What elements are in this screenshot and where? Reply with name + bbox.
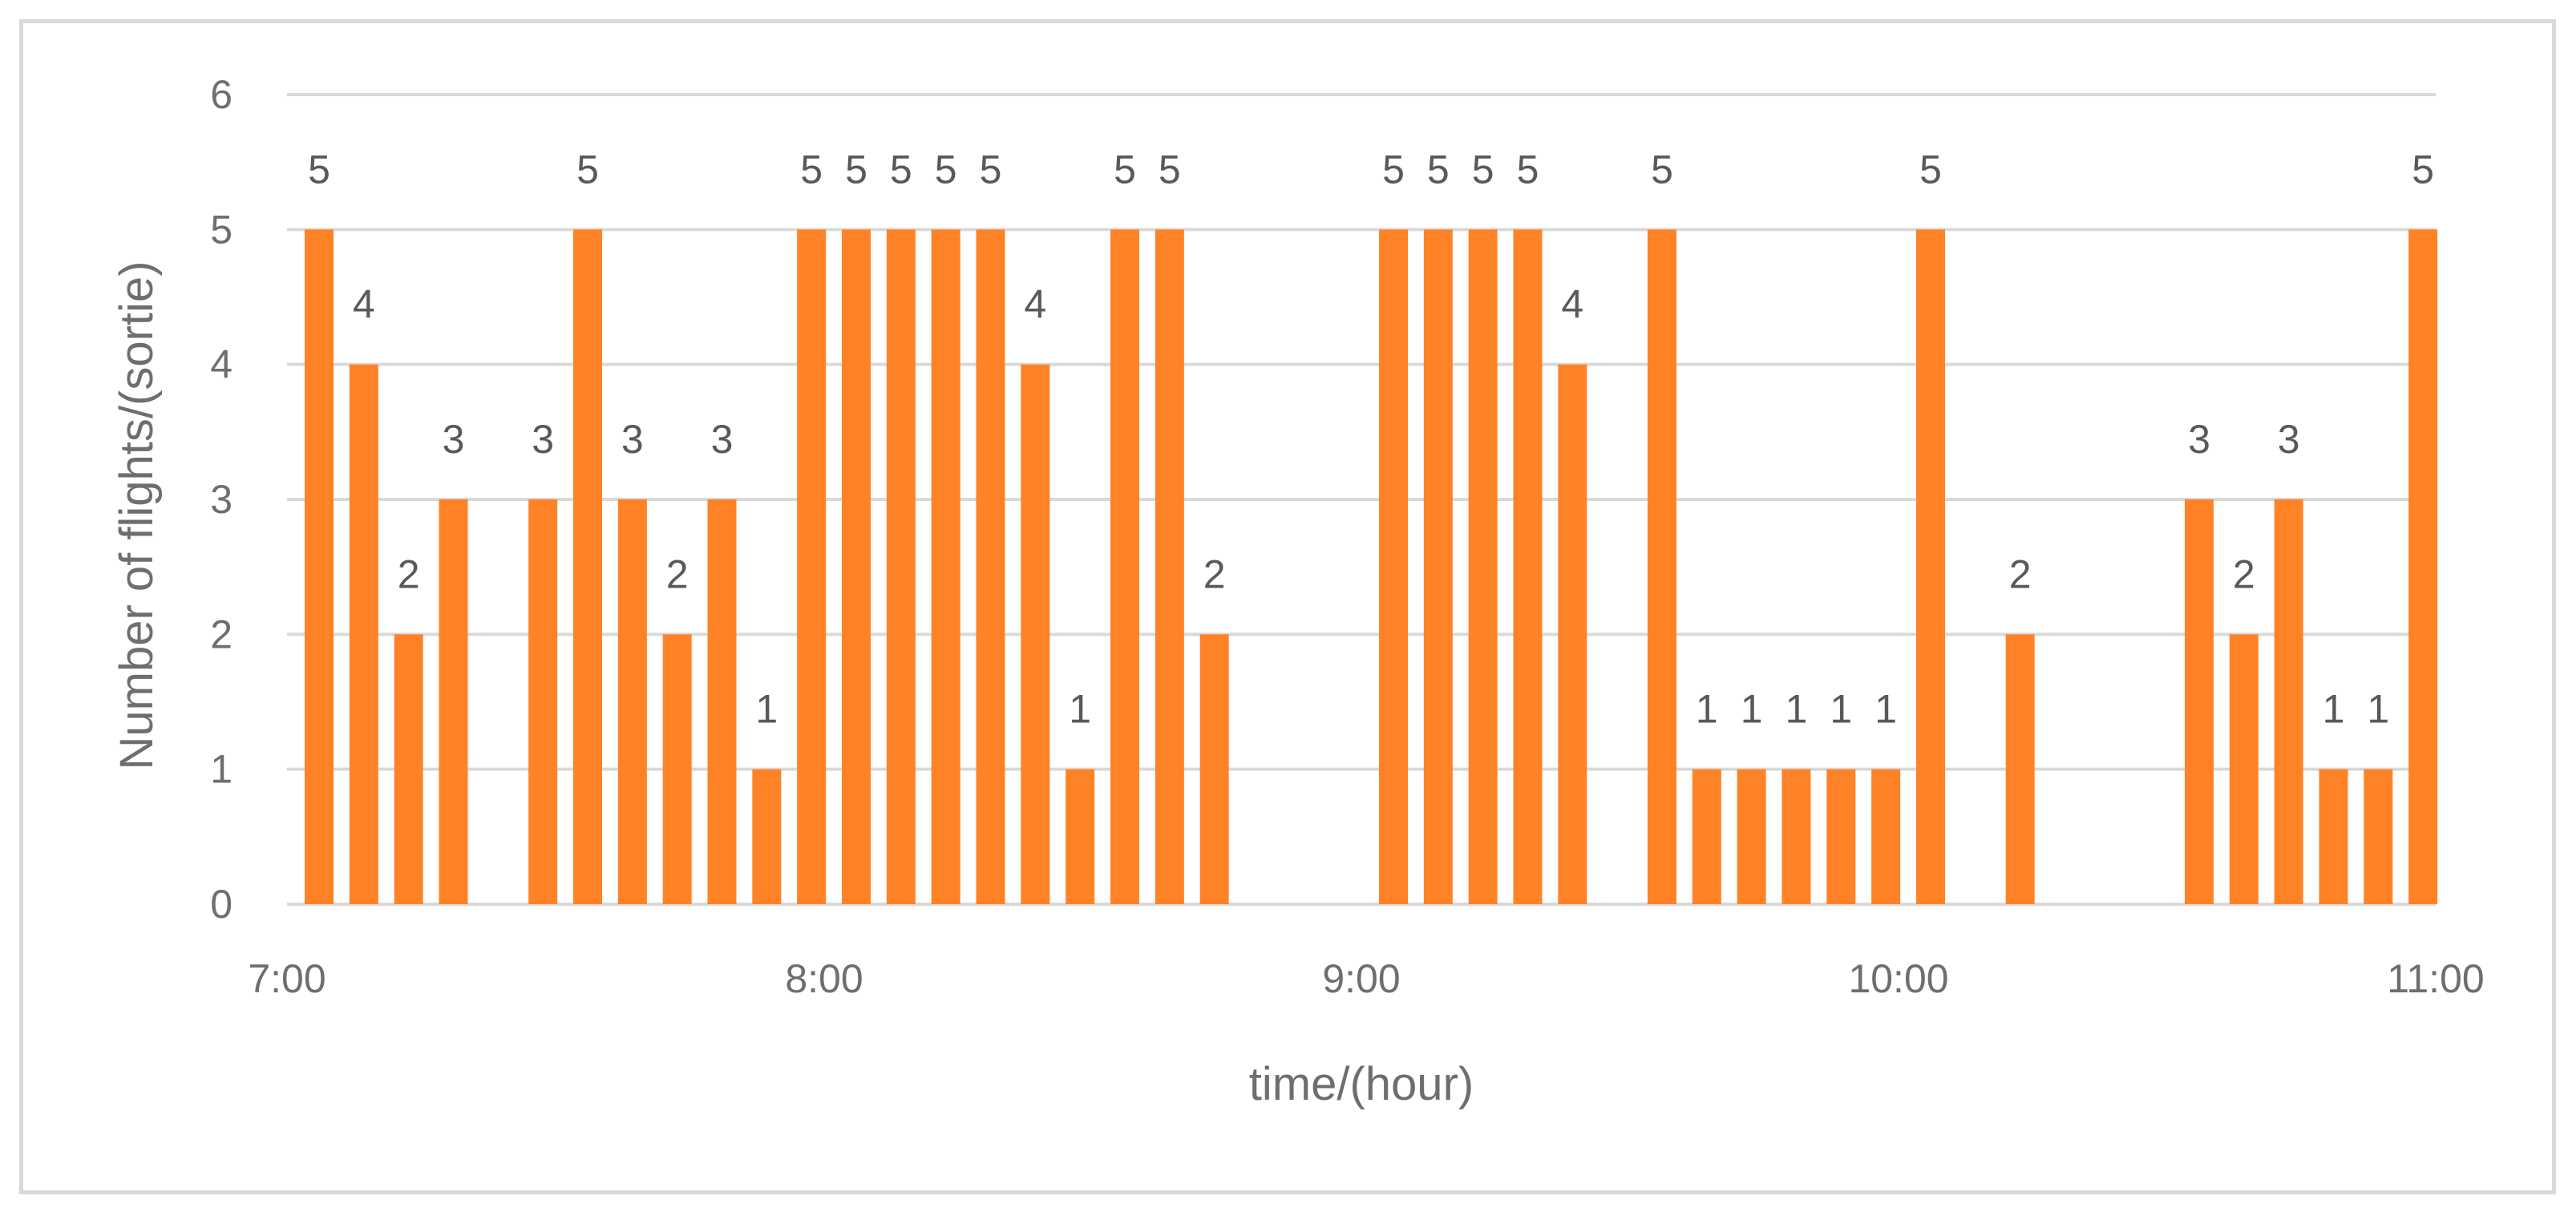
bar [1066, 769, 1095, 904]
bar-value-label: 3 [711, 417, 734, 462]
bar-value-label: 5 [1472, 147, 1494, 192]
bar [976, 229, 1005, 904]
bar-value-label: 5 [935, 147, 957, 192]
bar-value-label: 5 [576, 147, 599, 192]
bar [752, 769, 782, 904]
bar-value-label: 1 [1069, 687, 1091, 732]
bar-value-label: 4 [1561, 282, 1583, 327]
bar [931, 229, 960, 904]
bar [1826, 769, 1856, 904]
y-axis-ticks: 0 1 2 3 4 5 6 [210, 72, 233, 927]
bar [1648, 229, 1676, 904]
bar [886, 229, 916, 904]
bar-value-label: 5 [1919, 147, 1942, 192]
bar [1021, 364, 1050, 905]
y-tick-label: 1 [210, 747, 233, 792]
bar-value-label: 2 [1203, 551, 1226, 596]
bar [797, 229, 827, 904]
bar [1558, 364, 1587, 905]
bar [439, 499, 468, 904]
bar [1871, 769, 1901, 904]
bar-value-label: 5 [1517, 147, 1539, 192]
bar [1199, 634, 1229, 904]
bar [1155, 229, 1184, 904]
x-tick-label: 11:00 [2387, 956, 2484, 1001]
bar [2185, 499, 2214, 904]
bar [1379, 229, 1408, 904]
bar-value-label: 1 [755, 687, 778, 732]
bar [573, 229, 602, 904]
bar-value-label: 5 [890, 147, 912, 192]
bar [1468, 229, 1498, 904]
bar-value-label: 2 [398, 551, 420, 596]
bar-value-label: 5 [845, 147, 867, 192]
bar-value-label: 1 [1874, 687, 1897, 732]
bar [1513, 229, 1543, 904]
bar-value-label: 1 [1830, 687, 1852, 732]
bar-value-label: 3 [443, 417, 465, 462]
bar-value-label: 5 [1427, 147, 1450, 192]
x-tick-label: 10:00 [1848, 956, 1948, 1001]
bar [707, 499, 737, 904]
bar [2274, 499, 2303, 904]
bar-value-label: 1 [1741, 687, 1763, 732]
bar-value-label: 3 [532, 417, 554, 462]
bar [1423, 229, 1453, 904]
bar-value-label: 3 [2188, 417, 2210, 462]
bar-value-label: 3 [2278, 417, 2300, 462]
bar [305, 229, 334, 904]
bar-value-label: 2 [666, 551, 689, 596]
x-axis-ticks: 7:00 8:00 9:00 10:00 11:00 [248, 956, 2484, 1001]
bar-value-label: 5 [980, 147, 1002, 192]
bar-value-label: 5 [1651, 147, 1673, 192]
bar-value-label: 1 [2323, 687, 2345, 732]
bar [349, 364, 378, 905]
bar [662, 634, 692, 904]
bar [528, 499, 558, 904]
bar-value-label: 1 [2367, 687, 2389, 732]
y-tick-label: 3 [210, 477, 233, 522]
bar-value-label: 1 [1696, 687, 1718, 732]
y-tick-label: 0 [210, 882, 233, 927]
y-tick-label: 6 [210, 72, 233, 117]
bar-value-label: 4 [1024, 282, 1046, 327]
bar-value-label: 5 [2412, 147, 2434, 192]
bars [305, 229, 2438, 905]
bar [2408, 229, 2438, 904]
bar [394, 634, 423, 904]
x-tick-label: 8:00 [785, 956, 863, 1001]
bar-value-label: 2 [2009, 551, 2032, 596]
gridlines [287, 93, 2436, 906]
x-tick-label: 9:00 [1322, 956, 1400, 1001]
bar-value-label: 5 [1159, 147, 1181, 192]
y-tick-label: 5 [210, 207, 233, 252]
bar [1110, 229, 1139, 904]
bar [1692, 769, 1721, 904]
bar [2229, 634, 2259, 904]
bar-value-label: 2 [2233, 551, 2255, 596]
y-tick-label: 4 [210, 342, 233, 387]
bar [1737, 769, 1766, 904]
bar [1916, 229, 1945, 904]
y-tick-label: 2 [210, 612, 233, 656]
bar [1781, 769, 1811, 904]
bar [617, 499, 647, 904]
bar [2005, 634, 2035, 904]
bar-value-label: 5 [308, 147, 330, 192]
bar [842, 229, 871, 904]
bar-value-label: 5 [1382, 147, 1405, 192]
bar [2319, 769, 2348, 904]
bar-value-label: 3 [621, 417, 644, 462]
x-axis-title: time/(hour) [1249, 1058, 1474, 1110]
bar-value-label: 4 [353, 282, 375, 327]
y-axis-title: Number of flights/(sortie) [111, 261, 163, 770]
bar-value-label: 1 [1785, 687, 1808, 732]
bar [2364, 769, 2393, 904]
x-tick-label: 7:00 [248, 956, 326, 1001]
bar-value-label: 5 [1114, 147, 1136, 192]
bar-value-label: 5 [800, 147, 823, 192]
